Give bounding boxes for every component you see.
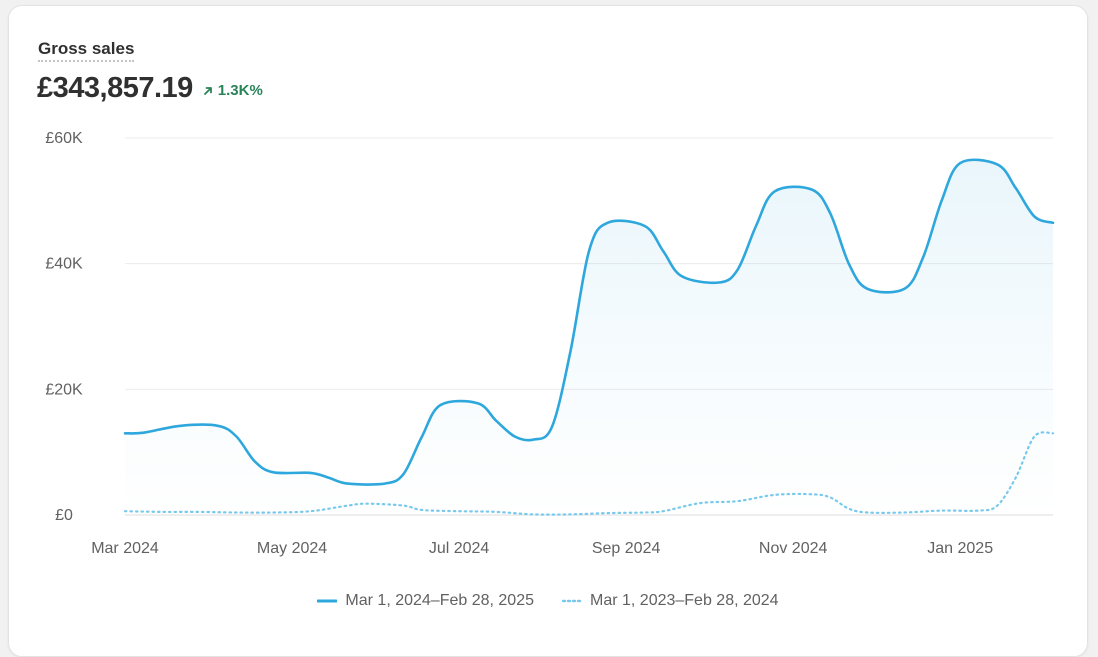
- x-tick-label: Mar 2024: [91, 540, 159, 557]
- y-axis-labels: £0 £20K £40K £60K: [45, 130, 83, 524]
- legend-item-current[interactable]: Mar 1, 2024–Feb 28, 2025: [317, 592, 534, 610]
- y-tick-label: £0: [55, 507, 73, 524]
- dotted-line-icon: [562, 599, 582, 603]
- legend-label-current: Mar 1, 2024–Feb 28, 2025: [345, 592, 534, 609]
- y-tick-label: £40K: [45, 256, 83, 273]
- metric-title[interactable]: Gross sales: [38, 39, 135, 62]
- x-tick-label: May 2024: [257, 540, 327, 557]
- y-tick-label: £20K: [45, 381, 83, 398]
- x-tick-label: Jan 2025: [927, 540, 993, 557]
- legend-label-comparison: Mar 1, 2023–Feb 28, 2024: [590, 592, 779, 609]
- solid-line-icon: [317, 599, 338, 603]
- metric-change-badge: 1.3K%: [203, 82, 263, 99]
- chart-series: [123, 158, 1055, 516]
- series-line-current: [123, 158, 1055, 486]
- metric-total: £343,857.19: [37, 72, 193, 104]
- y-tick-label: £60K: [45, 130, 83, 147]
- gross-sales-card: Gross sales £343,857.19 1.3K% £0 £20K £40K…: [8, 5, 1088, 657]
- x-tick-label: Nov 2024: [759, 540, 828, 557]
- gross-sales-chart: £0 £20K £40K £60K Mar 2024 May 2024 Jul 2024 S…: [45, 130, 1055, 557]
- chart-legend: Mar 1, 2024–Feb 28, 2025 Mar 1, 2023–Feb…: [9, 592, 1087, 610]
- metric-change-value: 1.3K%: [217, 82, 263, 99]
- x-tick-label: Jul 2024: [429, 540, 490, 557]
- metric-value-row: £343,857.19 1.3K%: [37, 72, 263, 105]
- x-axis-labels: Mar 2024 May 2024 Jul 2024 Sep 2024 Nov 2024…: [91, 540, 993, 557]
- series-area-current: [125, 159, 1053, 516]
- legend-item-comparison[interactable]: Mar 1, 2023–Feb 28, 2024: [562, 592, 779, 610]
- arrow-up-right-icon: [203, 86, 212, 95]
- x-tick-label: Sep 2024: [592, 540, 661, 557]
